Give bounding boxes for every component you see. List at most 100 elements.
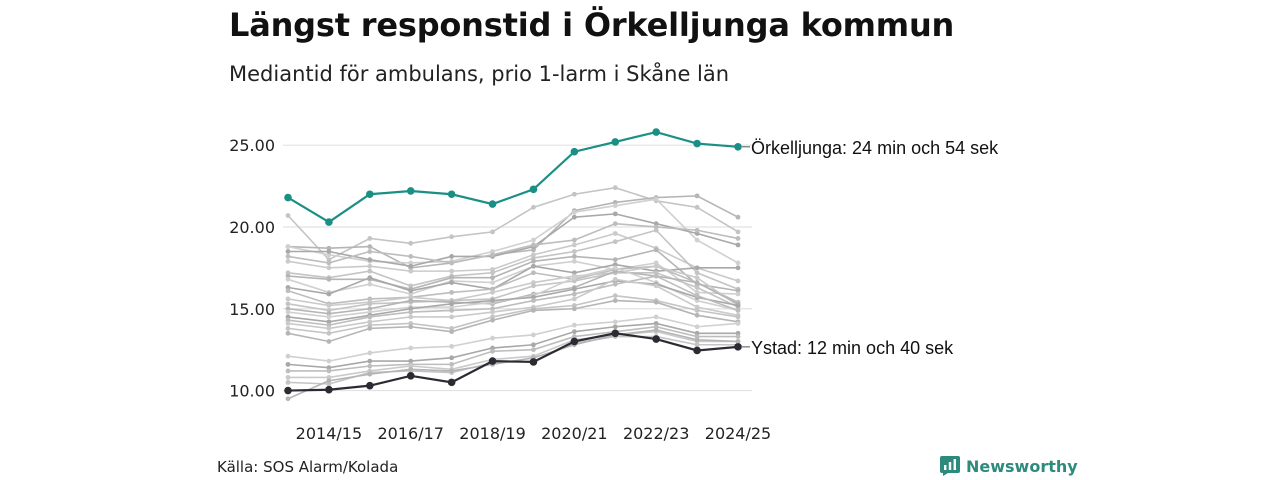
background-series-point bbox=[612, 265, 618, 271]
background-series-point bbox=[367, 249, 373, 254]
background-series-point bbox=[694, 312, 700, 318]
series-point-ystad bbox=[447, 378, 456, 387]
background-series-point bbox=[285, 288, 291, 294]
background-series-point bbox=[367, 371, 373, 377]
background-series-point bbox=[653, 247, 659, 253]
series-point-ystad bbox=[325, 385, 333, 394]
background-series-point bbox=[694, 275, 700, 281]
series-point-ystad bbox=[734, 343, 742, 351]
background-series-point bbox=[367, 257, 373, 263]
series-point-örkelljunga bbox=[366, 190, 374, 199]
series-point-örkelljunga bbox=[488, 200, 497, 208]
background-series-point bbox=[531, 342, 536, 348]
background-series-point bbox=[531, 237, 536, 243]
background-series-point bbox=[408, 345, 414, 351]
background-series-point bbox=[531, 283, 536, 289]
background-series-point bbox=[612, 293, 618, 299]
background-series-point bbox=[408, 366, 414, 372]
background-series-point bbox=[449, 260, 455, 266]
source-note: Källa: SOS Alarm/Kolada bbox=[217, 458, 399, 476]
background-series-point bbox=[694, 265, 700, 271]
background-series-line bbox=[287, 248, 739, 292]
series-point-örkelljunga bbox=[406, 187, 415, 195]
background-series-point bbox=[735, 265, 741, 271]
background-series-point bbox=[571, 242, 577, 248]
background-series-line bbox=[287, 275, 739, 326]
background-series-point bbox=[735, 242, 741, 248]
background-series-point bbox=[653, 263, 659, 269]
series-point-örkelljunga bbox=[693, 139, 701, 148]
background-series-point bbox=[694, 280, 700, 285]
background-series-point bbox=[449, 254, 455, 259]
background-series-point bbox=[531, 347, 536, 353]
background-series-point bbox=[490, 252, 495, 258]
background-series-point bbox=[531, 298, 536, 303]
background-series-point bbox=[531, 307, 536, 313]
background-series-point bbox=[735, 314, 741, 320]
background-series-point bbox=[571, 329, 577, 335]
series-point-örkelljunga bbox=[447, 190, 456, 199]
background-series-point bbox=[571, 322, 577, 328]
background-series-point bbox=[735, 229, 741, 235]
background-series-point bbox=[285, 379, 291, 385]
background-series-point bbox=[653, 273, 659, 279]
background-series-point bbox=[408, 314, 414, 320]
background-series-point bbox=[449, 307, 455, 313]
background-series-point bbox=[326, 265, 332, 271]
background-series-point bbox=[367, 263, 373, 269]
background-series-point bbox=[612, 281, 618, 287]
background-series-point bbox=[531, 270, 536, 276]
background-series-point bbox=[735, 291, 741, 297]
background-series-point bbox=[408, 324, 414, 330]
background-series-point bbox=[735, 303, 741, 308]
background-series-point bbox=[449, 329, 455, 335]
background-series-point bbox=[612, 276, 618, 282]
background-series-point bbox=[285, 249, 291, 254]
background-series-point bbox=[571, 296, 577, 302]
background-series-line bbox=[287, 186, 739, 261]
brand-name: Newsworthy bbox=[966, 456, 1078, 476]
series-line-örkelljunga bbox=[287, 130, 739, 224]
x-tick-label: 2014/15 bbox=[296, 424, 362, 443]
background-series-line bbox=[287, 265, 739, 307]
background-series-point bbox=[367, 314, 373, 320]
background-series-point bbox=[408, 268, 414, 274]
y-tick-label: 10.00 bbox=[229, 382, 275, 401]
background-series-point bbox=[612, 319, 618, 325]
background-series-point bbox=[285, 213, 291, 218]
background-series-point bbox=[571, 306, 577, 312]
background-series-point bbox=[285, 254, 291, 259]
background-series-point bbox=[735, 278, 741, 284]
background-series-point bbox=[735, 339, 741, 344]
background-series-point bbox=[326, 314, 332, 320]
background-series-point bbox=[653, 299, 659, 305]
background-series-point bbox=[408, 309, 414, 315]
background-series-point bbox=[285, 296, 291, 302]
background-series-point bbox=[612, 324, 618, 330]
background-series-point bbox=[612, 185, 618, 191]
series-point-örkelljunga bbox=[652, 128, 660, 136]
newsworthy-logo-icon bbox=[940, 456, 960, 476]
background-series-line bbox=[287, 271, 739, 312]
background-series-line bbox=[287, 232, 739, 282]
chart-subtitle: Mediantid för ambulans, prio 1-larm i Sk… bbox=[229, 62, 730, 86]
background-series-point bbox=[367, 244, 373, 249]
background-series-point bbox=[735, 214, 741, 220]
background-series-line bbox=[287, 299, 739, 343]
background-series-line bbox=[287, 329, 739, 400]
background-series-point bbox=[285, 244, 291, 249]
y-tick-label: 15.00 bbox=[229, 300, 275, 319]
background-series-point bbox=[326, 325, 332, 331]
background-series-point bbox=[449, 289, 455, 295]
background-series-point bbox=[694, 342, 700, 348]
series-point-ystad bbox=[488, 357, 497, 365]
background-series-point bbox=[490, 309, 495, 315]
background-series-point bbox=[367, 325, 373, 331]
background-series-point bbox=[653, 314, 659, 320]
background-series-point bbox=[326, 339, 332, 344]
background-series-point bbox=[408, 298, 414, 303]
background-series-point bbox=[408, 263, 414, 269]
background-series-point bbox=[694, 227, 700, 233]
series-point-örkelljunga bbox=[570, 147, 579, 156]
